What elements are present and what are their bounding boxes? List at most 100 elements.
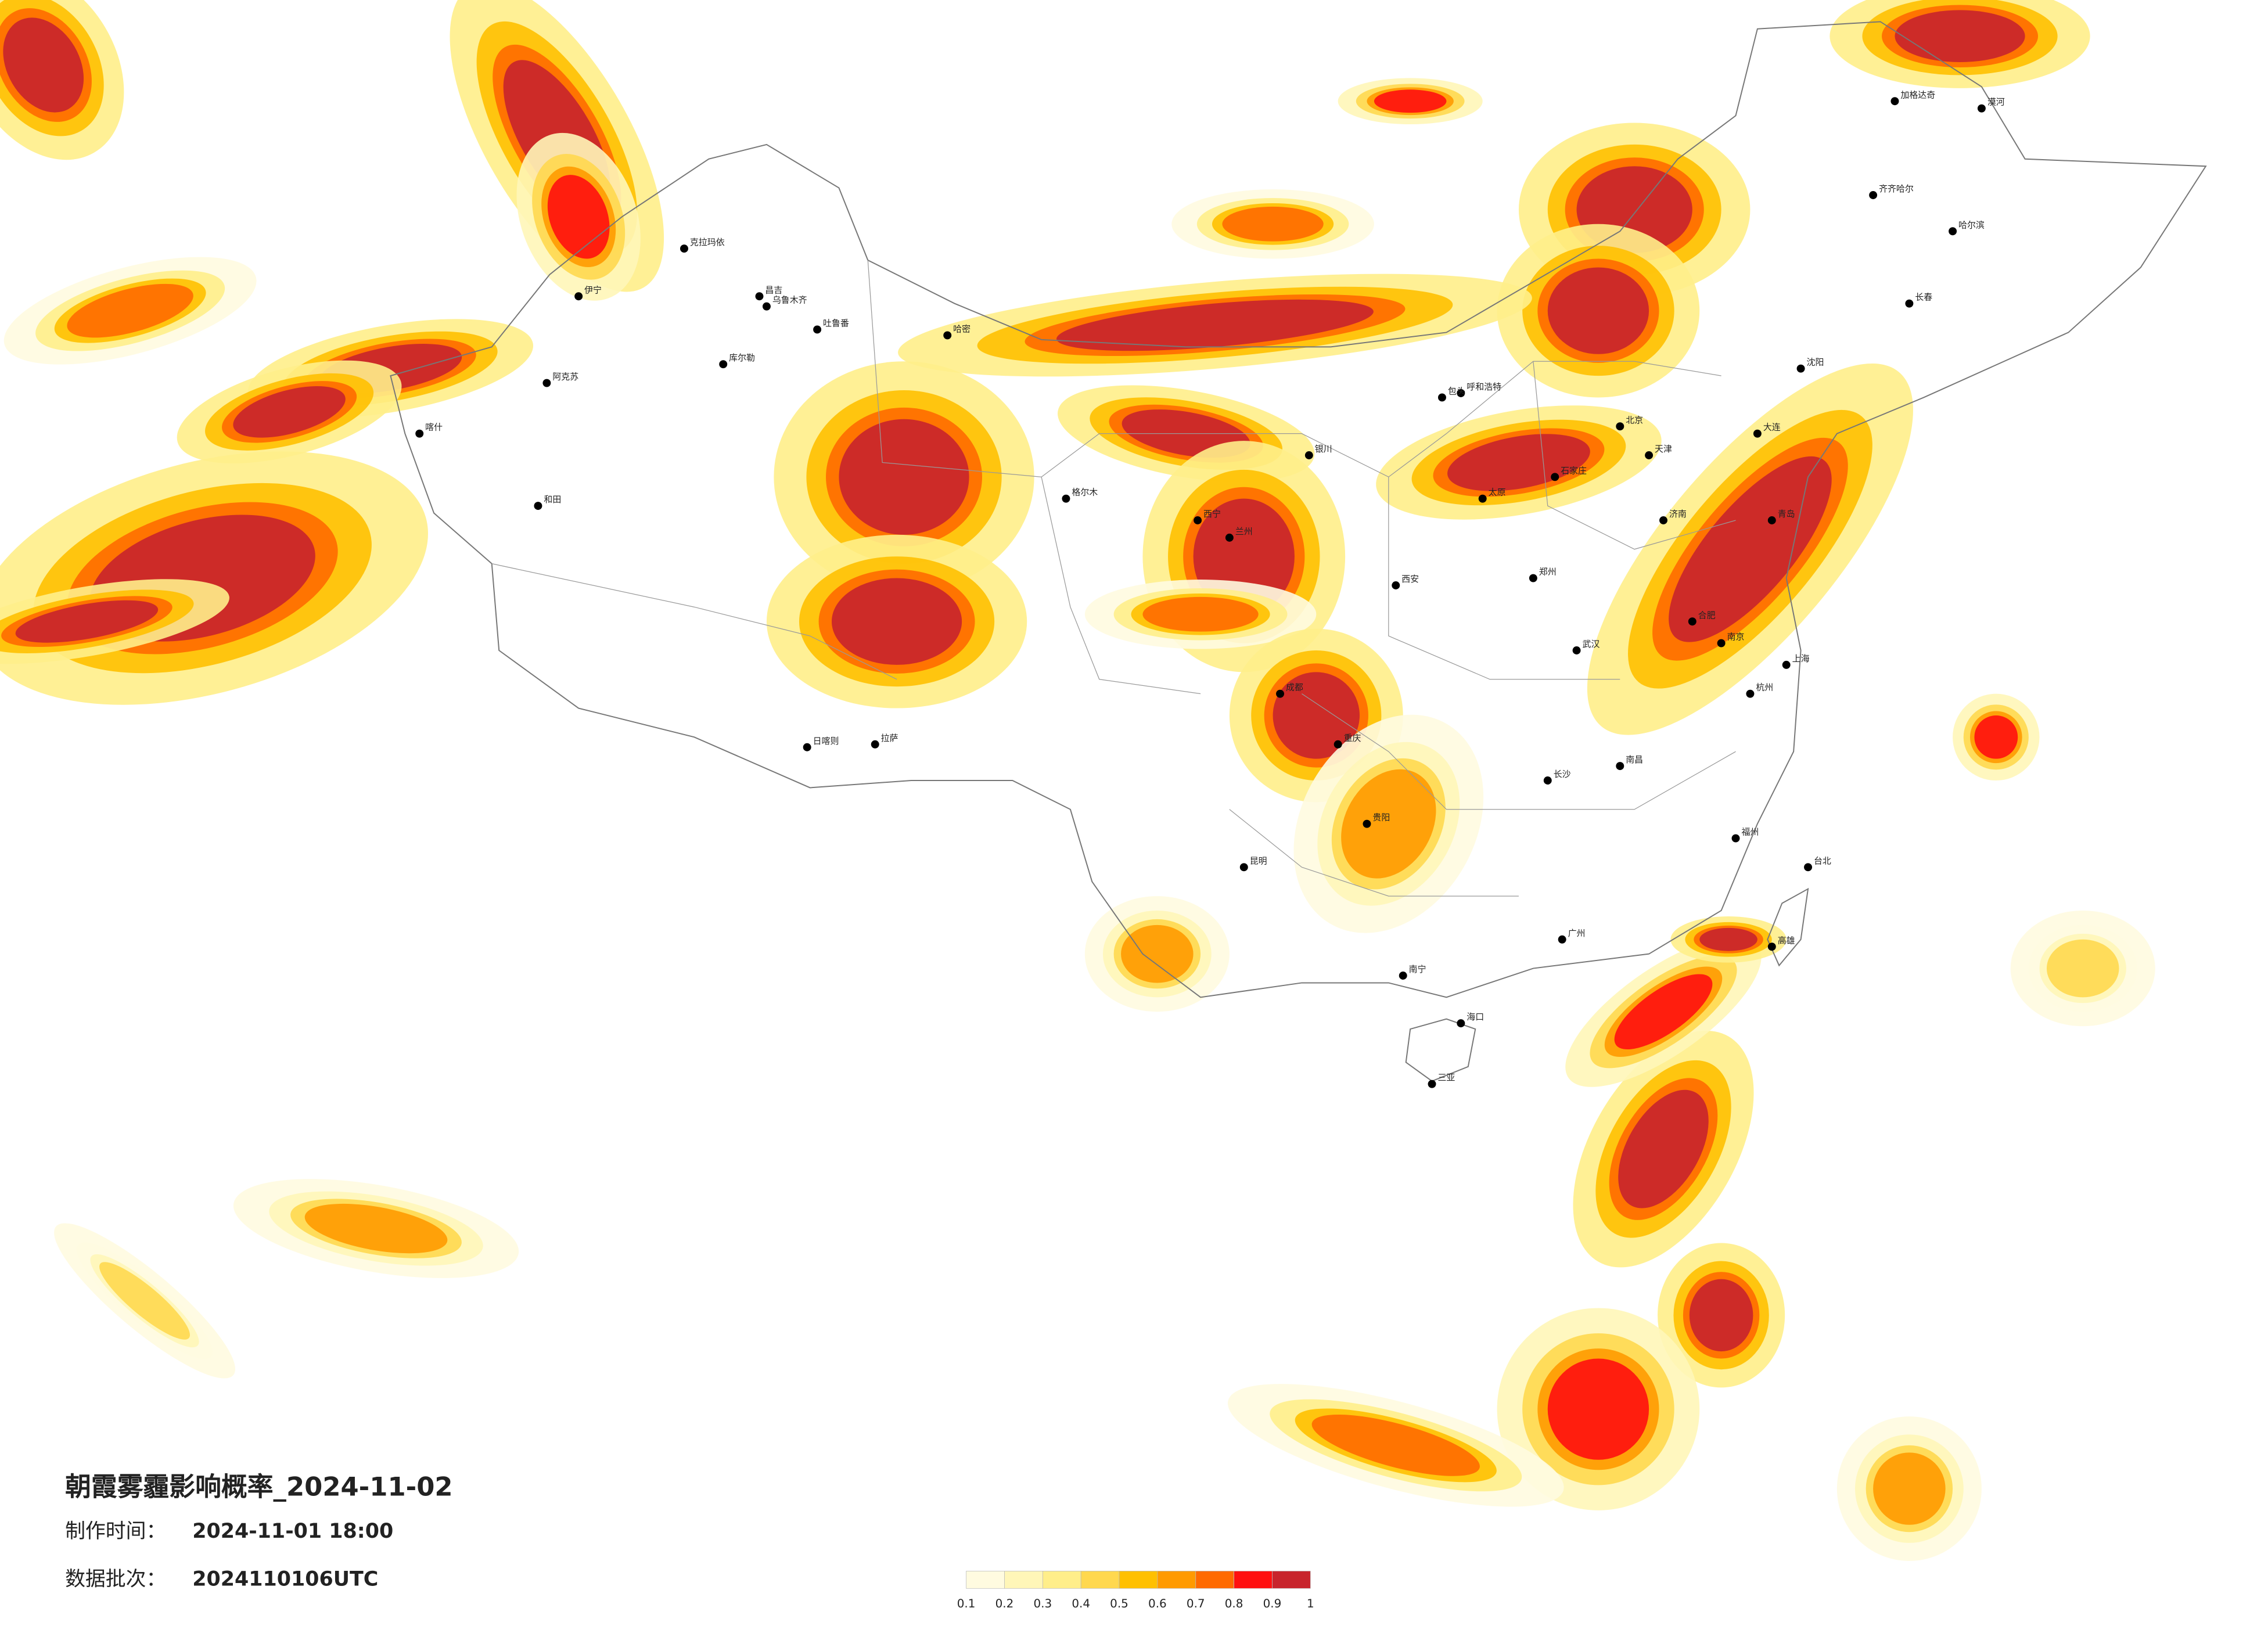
city-label: 济南 bbox=[1669, 509, 1687, 519]
city-dot bbox=[755, 292, 764, 301]
city-label: 哈密 bbox=[953, 323, 971, 334]
made-time-label: 制作时间： bbox=[65, 1520, 166, 1543]
city-dot bbox=[1558, 935, 1566, 944]
city-dot bbox=[1428, 1080, 1436, 1088]
city-dot bbox=[1659, 516, 1667, 524]
city-label: 上海 bbox=[1792, 653, 1810, 664]
city-dot bbox=[1551, 473, 1559, 481]
city-label: 青岛 bbox=[1778, 509, 1795, 519]
city-dot bbox=[1543, 776, 1552, 785]
city-dot bbox=[1437, 393, 1446, 402]
city-dot bbox=[574, 292, 583, 301]
legend-tick-label: 0.5 bbox=[1110, 1597, 1128, 1610]
haze-patch bbox=[547, 175, 610, 259]
city-label: 南京 bbox=[1727, 632, 1745, 642]
legend-tick-label: 0.2 bbox=[995, 1597, 1014, 1610]
haze-patch bbox=[1374, 89, 1447, 113]
city-dot bbox=[1572, 646, 1581, 654]
city-dot bbox=[534, 502, 542, 510]
city-label: 伊宁 bbox=[584, 285, 602, 295]
city-dot bbox=[1645, 451, 1654, 459]
city-dot bbox=[1392, 581, 1400, 589]
legend-tick-label: 0.1 bbox=[957, 1597, 976, 1610]
legend-swatch bbox=[1004, 1571, 1043, 1589]
city-dot bbox=[1239, 863, 1248, 872]
city-dot bbox=[1276, 689, 1285, 698]
city-label: 齐齐哈尔 bbox=[1879, 184, 1914, 194]
haze-patch bbox=[1273, 672, 1360, 759]
haze-patch bbox=[1689, 1279, 1753, 1352]
legend-tick-label: 0.9 bbox=[1263, 1597, 1282, 1610]
city-label: 库尔勒 bbox=[729, 352, 755, 363]
city-label: 海口 bbox=[1467, 1012, 1484, 1022]
legend-tick-label: 0.4 bbox=[1072, 1597, 1090, 1610]
city-label: 吐鲁番 bbox=[823, 318, 849, 329]
batch-label: 数据批次： bbox=[65, 1567, 166, 1591]
city-label: 长春 bbox=[1915, 292, 1932, 303]
city-label: 昆明 bbox=[1250, 855, 1267, 866]
city-label: 广州 bbox=[1568, 928, 1586, 938]
legend-swatch bbox=[1272, 1571, 1311, 1589]
city-dot bbox=[1905, 299, 1914, 308]
legend: 0.1 0.2 0.3 0.4 0.5 0.6 0.7 0.8 0.9 1 bbox=[957, 1571, 1314, 1610]
city-dot bbox=[719, 360, 728, 369]
city-dot bbox=[1363, 819, 1371, 828]
city-label: 太原 bbox=[1489, 487, 1506, 498]
city-dot bbox=[1804, 863, 1813, 872]
legend-swatch bbox=[966, 1571, 1005, 1589]
city-label: 郑州 bbox=[1539, 567, 1557, 577]
title: 朝霞雾霾影响概率_2024-11-02 bbox=[65, 1472, 453, 1502]
city-dot bbox=[1457, 389, 1465, 397]
city-label: 昌吉 bbox=[765, 285, 782, 295]
city-label: 石家庄 bbox=[1561, 465, 1587, 476]
city-label: 合肥 bbox=[1698, 610, 1716, 620]
city-dot bbox=[1767, 942, 1776, 951]
city-label: 银川 bbox=[1315, 444, 1332, 454]
city-dot bbox=[1194, 516, 1202, 524]
city-label: 和田 bbox=[544, 494, 561, 505]
haze-patch bbox=[1618, 1089, 1709, 1208]
city-label: 成都 bbox=[1286, 682, 1303, 693]
city-label: 天津 bbox=[1655, 444, 1672, 454]
city-dot bbox=[1334, 740, 1342, 749]
legend-tick-label: 1 bbox=[1307, 1597, 1314, 1610]
legend-swatch bbox=[1080, 1571, 1120, 1589]
city-label: 乌鲁木齐 bbox=[772, 295, 807, 305]
haze-patch bbox=[1895, 10, 2025, 63]
city-dot bbox=[1688, 617, 1696, 626]
legend-swatch bbox=[1119, 1571, 1158, 1589]
legend-tick-label: 0.7 bbox=[1187, 1597, 1205, 1610]
city-dot bbox=[1457, 1019, 1465, 1028]
city-dot bbox=[1616, 422, 1624, 431]
city-dot bbox=[1529, 574, 1537, 582]
city-dot bbox=[1478, 494, 1487, 503]
legend-tick-label: 0.8 bbox=[1225, 1597, 1243, 1610]
city-label: 加格达奇 bbox=[1900, 89, 1935, 100]
haze-patch bbox=[831, 578, 962, 665]
city-label: 西安 bbox=[1401, 574, 1419, 584]
city-label: 格尔木 bbox=[1072, 487, 1098, 498]
city-dot bbox=[415, 429, 424, 438]
city-dot bbox=[1782, 660, 1791, 669]
legend-swatch bbox=[1195, 1571, 1234, 1589]
haze-patch bbox=[1547, 1358, 1649, 1460]
city-label: 贵阳 bbox=[1372, 812, 1390, 823]
city-label: 南昌 bbox=[1626, 754, 1643, 765]
haze-patch bbox=[2046, 939, 2119, 998]
city-dot bbox=[813, 325, 822, 334]
city-label: 福州 bbox=[1741, 827, 1759, 837]
city-dot bbox=[1753, 429, 1762, 438]
city-label: 包头 bbox=[1448, 386, 1465, 396]
haze-patch bbox=[1142, 596, 1259, 632]
city-dot bbox=[1399, 972, 1407, 980]
city-label: 重庆 bbox=[1344, 733, 1361, 743]
haze-patch bbox=[1547, 267, 1649, 354]
legend-swatch bbox=[1234, 1571, 1273, 1589]
city-dot bbox=[1767, 516, 1776, 524]
haze-patch bbox=[1614, 974, 1713, 1049]
city-label: 沈阳 bbox=[1807, 357, 1824, 368]
city-dot bbox=[803, 743, 811, 751]
